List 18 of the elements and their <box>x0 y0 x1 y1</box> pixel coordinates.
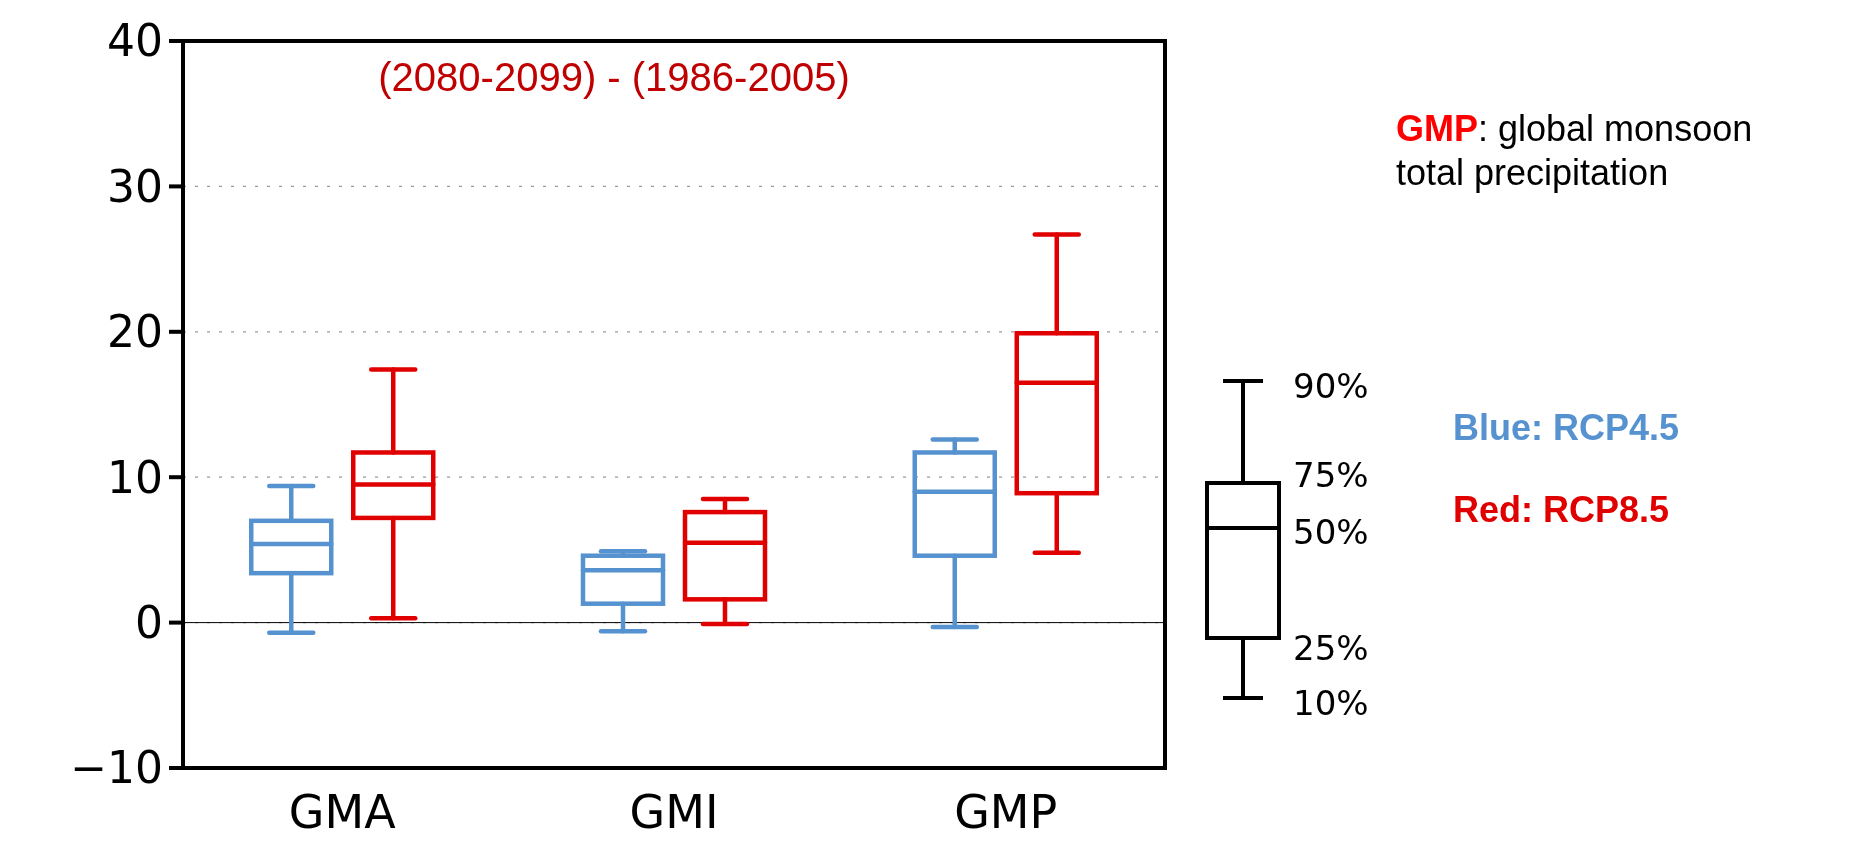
y-tick-label: −10 <box>70 742 163 794</box>
y-tick-label: 40 <box>107 15 163 67</box>
text: Red: RCP8.5 <box>1453 489 1670 530</box>
text: 10% <box>1293 682 1369 723</box>
text: 75% <box>1293 454 1369 495</box>
y-tick-label: 10 <box>107 451 163 503</box>
y-tick-label: 20 <box>107 306 163 358</box>
x-tick-label: GMP <box>954 785 1058 839</box>
x-tick-label: GMA <box>288 785 397 839</box>
text: 25% <box>1293 627 1369 668</box>
y-tick-label: 0 <box>135 597 163 648</box>
text: GMP: global monsoon total precipitation <box>1396 108 1753 193</box>
x-tick-label: GMI <box>629 785 719 839</box>
text: 90% <box>1293 365 1369 406</box>
text: Blue: RCP4.5 <box>1453 407 1680 448</box>
text: 50% <box>1293 511 1369 552</box>
y-tick-label: 30 <box>107 160 163 212</box>
annotation: (2080-2099) - (1986-2005) <box>378 55 850 99</box>
